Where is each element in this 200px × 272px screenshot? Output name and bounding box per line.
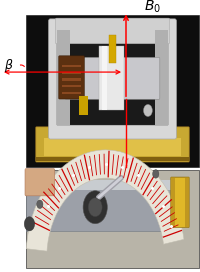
Text: $\beta$: $\beta$ [4,57,14,74]
Bar [26,15,199,167]
Bar [62,78,81,81]
FancyBboxPatch shape [65,57,160,99]
FancyBboxPatch shape [25,169,55,196]
Bar [79,96,88,115]
Wedge shape [26,150,184,251]
Bar [62,92,81,94]
Text: $\mathit{B}_0$: $\mathit{B}_0$ [144,0,161,15]
FancyBboxPatch shape [49,19,176,139]
Bar [36,157,189,161]
Bar [26,180,178,231]
Bar [62,72,81,74]
Bar [155,30,168,125]
Circle shape [37,200,43,209]
Bar [99,46,124,110]
Bar [62,65,81,67]
Bar [44,138,181,156]
Circle shape [83,191,107,224]
FancyBboxPatch shape [171,177,189,228]
Circle shape [144,104,152,116]
Bar [26,170,199,268]
Bar [26,180,178,190]
Circle shape [24,217,35,231]
FancyBboxPatch shape [36,127,189,162]
Bar [175,178,185,227]
Bar [62,85,81,87]
Bar [57,30,70,125]
Circle shape [153,170,159,178]
Bar [102,46,107,110]
Bar [109,35,116,63]
Circle shape [88,198,102,217]
Bar [57,30,168,125]
FancyBboxPatch shape [55,18,170,44]
FancyBboxPatch shape [59,56,84,99]
